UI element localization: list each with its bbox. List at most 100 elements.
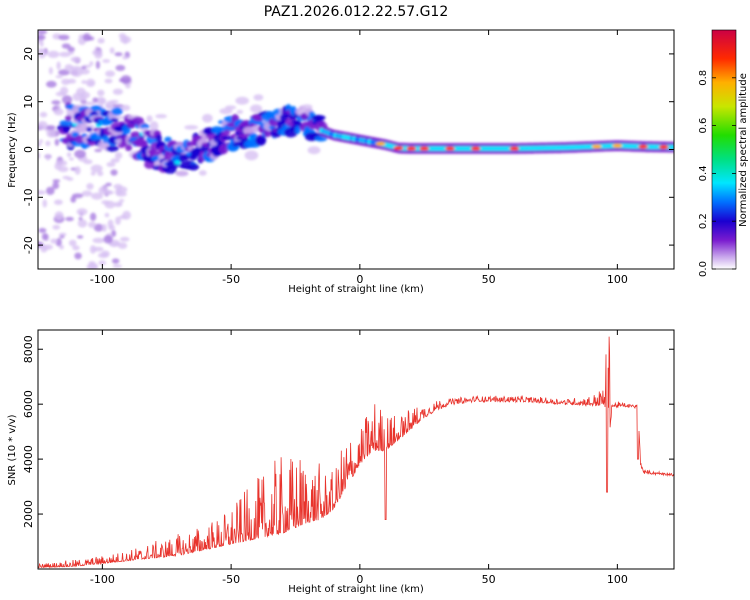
spectrogram-noise-blob	[72, 92, 83, 102]
spectrogram-noise-blob	[59, 51, 71, 58]
spectrogram-noise-blob	[98, 260, 107, 266]
snr-xtick-label: 0	[356, 573, 363, 586]
spectrogram-noise-blob	[118, 199, 125, 203]
spectrogram-noise-blob	[68, 239, 77, 247]
spectrogram-blob	[187, 163, 200, 171]
spectrogram-noise-blob	[118, 201, 123, 207]
colorbar-tick-label: 0.2	[698, 213, 709, 229]
spectrogram-ytick-label: 10	[22, 95, 35, 109]
spectrogram-noise-blob	[50, 238, 58, 244]
spectrogram-noise-blob	[114, 52, 123, 57]
spectrogram-noise-blob	[146, 115, 153, 123]
spectrogram-noise-blob	[119, 214, 128, 220]
spectrogram-noise-blob	[236, 109, 244, 114]
spectrogram-noise-blob	[79, 68, 90, 75]
spectrogram-noise-blob	[72, 245, 80, 251]
spectrogram-blob	[106, 145, 119, 152]
snr-ytick-label: 6000	[22, 390, 35, 418]
ridge-hotspot	[612, 143, 623, 148]
spectrogram-noise-blob	[67, 46, 75, 53]
spectrogram-noise-blob	[81, 190, 93, 197]
ridge-core	[671, 144, 674, 150]
spectrogram-noise-blob	[155, 114, 168, 119]
spectrogram-blob	[102, 134, 109, 144]
spectrogram-noise-blob	[39, 111, 48, 118]
spectrogram-xtick-label: -50	[222, 273, 240, 286]
ridge-hotspot	[658, 145, 669, 150]
spectrogram-noise-blob	[54, 211, 64, 220]
spectrogram-noise-blob	[76, 208, 88, 216]
spectrogram-noise-blob	[67, 78, 77, 84]
spectrogram-ytick-label: 0	[22, 146, 35, 153]
ridge-hotspot	[591, 144, 602, 149]
spectrogram-blob	[97, 141, 109, 150]
spectrogram-noise-blob	[111, 230, 117, 238]
spectrogram-noise-blob	[77, 235, 84, 239]
spectrogram-noise-blob	[58, 232, 67, 236]
spectrogram-x-label: Height of straight line (km)	[288, 284, 424, 295]
spectrogram-noise-blob	[92, 237, 105, 244]
spectrogram-noise-blob	[95, 96, 107, 105]
ridge-hotspot	[509, 146, 520, 151]
spectrogram-noise-blob	[119, 236, 130, 242]
spectrogram-blob	[221, 130, 231, 136]
snr-ytick-label: 8000	[22, 335, 35, 363]
spectrogram-blob	[175, 170, 189, 177]
spectrogram-noise-blob	[89, 61, 94, 66]
spectrogram-blob	[90, 105, 102, 112]
spectrogram-blob	[314, 135, 328, 142]
spectrogram-noise-blob	[102, 59, 111, 63]
spectrogram-noise-blob	[253, 94, 264, 101]
spectrogram-noise-blob	[92, 97, 99, 103]
spectrogram-marks	[38, 30, 674, 269]
spectrogram-noise-blob	[118, 242, 128, 249]
spectrogram-blob	[163, 151, 173, 160]
spectrogram-noise-blob	[105, 182, 112, 187]
colorbar-tick-label: 0.8	[698, 70, 709, 86]
spectrogram-noise-blob	[104, 189, 112, 195]
spectrogram-noise-blob	[70, 56, 81, 63]
spectrogram-noise-blob	[69, 157, 74, 161]
spectrogram-noise-blob	[244, 150, 259, 161]
spectrogram-noise-blob	[97, 89, 105, 97]
spectrogram-noise-blob	[38, 30, 48, 35]
spectrogram-blob	[64, 115, 72, 121]
spectrogram-noise-blob	[92, 246, 104, 252]
spectrogram-noise-blob	[81, 80, 87, 84]
spectrogram-noise-blob	[78, 217, 83, 221]
spectrogram-noise-blob	[88, 221, 97, 228]
spectrogram-blob	[255, 136, 266, 146]
spectrogram-ytick-label: -20	[22, 236, 35, 254]
colorbar: 0.0 0.2 0.4 0.6 0.8 Normalized spectral ampl…	[698, 29, 749, 277]
spectrogram-noise-blob	[61, 43, 71, 49]
spectrogram-blob	[288, 114, 298, 120]
spectrogram-noise-blob	[112, 88, 124, 95]
spectrogram-blob	[155, 134, 162, 143]
snr-y-label: SNR (10 * v/v)	[7, 414, 18, 485]
spectrogram-noise-blob	[101, 200, 110, 205]
spectrogram-noise-blob	[58, 34, 70, 41]
spectrogram-noise-blob	[38, 152, 41, 159]
spectrogram-noise-blob	[52, 181, 60, 190]
spectrogram-noise-blob	[45, 154, 51, 161]
spectrogram-xtick-label: 0	[356, 273, 363, 286]
spectrogram-noise-blob	[90, 171, 96, 176]
spectrogram-blob	[86, 126, 93, 133]
spectrogram-noise-blob	[235, 96, 250, 105]
spectrogram-noise-blob	[59, 244, 64, 250]
spectrogram-noise-blob	[110, 169, 118, 176]
ridge-hotspot	[470, 146, 481, 151]
ridge-hotspot	[419, 146, 430, 151]
spectrogram-noise-blob	[77, 219, 88, 228]
spectrogram-noise-blob	[86, 262, 99, 269]
spectrogram-noise-blob	[109, 47, 115, 54]
spectrogram-noise-blob	[52, 179, 61, 183]
snr-xtick-label: -50	[222, 573, 240, 586]
spectrogram-blob	[110, 117, 119, 123]
spectrogram-noise-blob	[95, 60, 101, 70]
snr-plot: -100 -50 0 50 100 2000 4000 6000 8000 Height of…	[7, 329, 675, 595]
spectrogram-noise-blob	[250, 104, 263, 113]
spectrogram-ytick-label: -10	[22, 188, 35, 206]
spectrogram-noise-blob	[125, 84, 131, 89]
